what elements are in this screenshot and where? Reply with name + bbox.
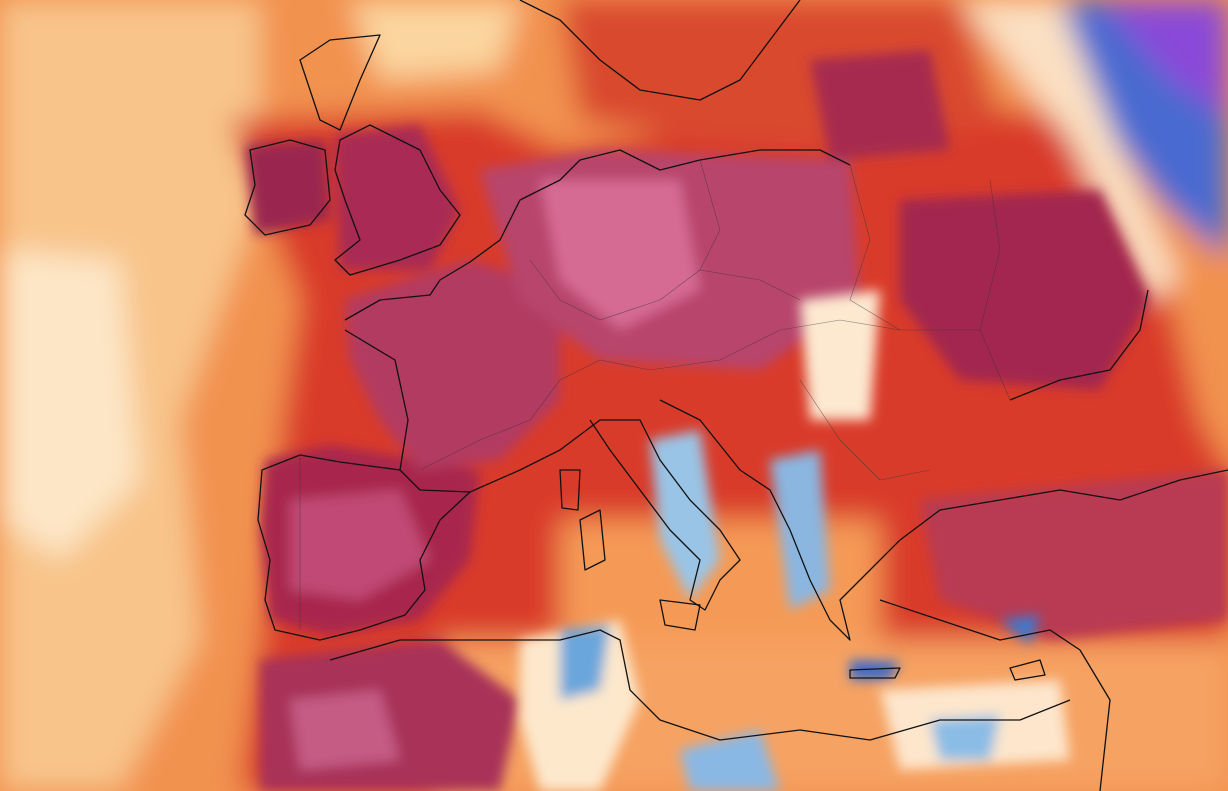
borders xyxy=(299,159,1011,630)
cool-patches xyxy=(520,290,1070,791)
hot-land xyxy=(245,50,1228,791)
coastlines xyxy=(244,0,1228,791)
